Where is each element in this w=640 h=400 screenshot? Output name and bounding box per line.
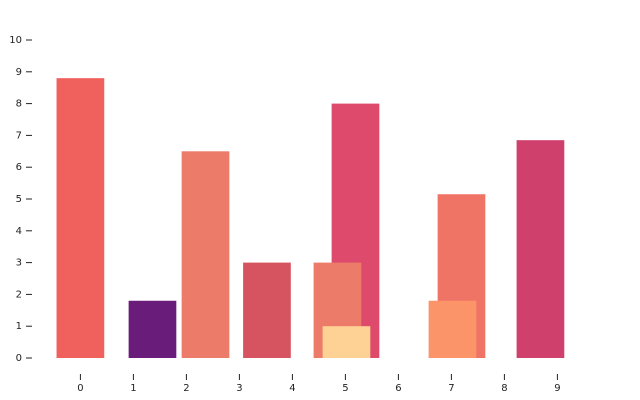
- x-tick-label: 6: [395, 383, 401, 394]
- x-tick-label: 4: [289, 383, 295, 394]
- x-tick-label: 1: [130, 383, 136, 394]
- y-tick-label: 8: [16, 99, 22, 110]
- x-tick-label: 7: [448, 383, 454, 394]
- y-tick-label: 9: [16, 67, 22, 78]
- x-tick-label: 5: [342, 383, 348, 394]
- bar: [322, 326, 371, 358]
- y-tick-label: 10: [9, 35, 22, 46]
- bar: [516, 140, 565, 358]
- x-tick-label: 8: [501, 383, 507, 394]
- bar: [128, 300, 177, 358]
- y-tick-label: 0: [16, 353, 22, 364]
- bar: [56, 78, 105, 358]
- bar: [428, 300, 477, 358]
- y-tick-label: 3: [16, 258, 22, 269]
- x-tick-label: 3: [236, 383, 242, 394]
- bar: [181, 151, 230, 358]
- y-tick-label: 6: [16, 162, 22, 173]
- y-tick-label: 2: [16, 289, 22, 300]
- x-tick-label: 9: [554, 383, 560, 394]
- y-tick-label: 1: [16, 321, 22, 332]
- bar: [243, 262, 291, 358]
- y-tick-label: 4: [16, 226, 22, 237]
- x-tick-label: 0: [77, 383, 83, 394]
- y-tick-label: 7: [16, 130, 22, 141]
- x-tick-label: 2: [183, 383, 189, 394]
- y-tick-label: 5: [16, 194, 22, 205]
